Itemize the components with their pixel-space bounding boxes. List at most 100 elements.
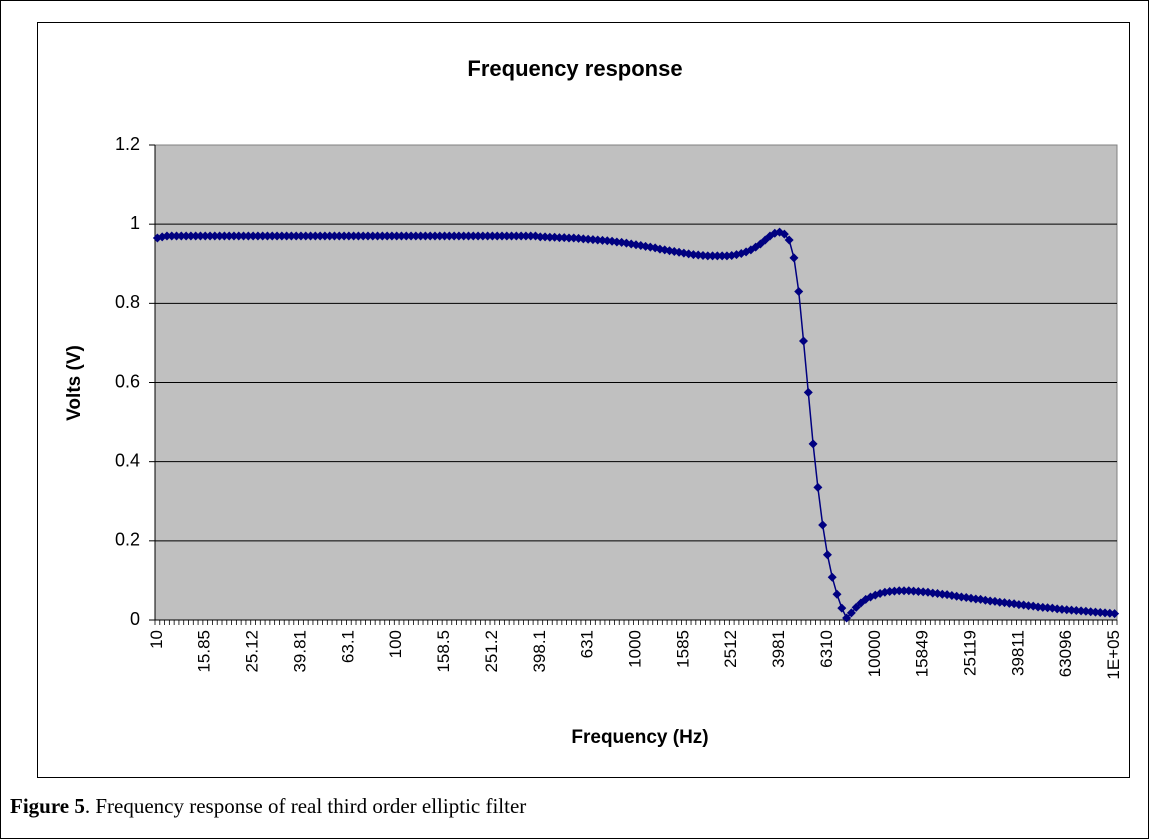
data-point	[411, 231, 421, 241]
data-point	[200, 231, 210, 241]
data-point	[478, 231, 488, 241]
y-tick-label: 0.2	[115, 530, 140, 550]
data-point	[186, 231, 196, 241]
data-point	[286, 231, 296, 241]
data-point	[554, 233, 564, 243]
data-point	[688, 250, 698, 260]
data-point	[339, 231, 349, 241]
data-point	[454, 231, 464, 241]
data-point	[353, 231, 363, 241]
data-point	[420, 231, 430, 241]
data-point	[487, 231, 497, 241]
data-point	[296, 231, 306, 241]
data-point	[899, 586, 909, 596]
x-tick-label: 158.5	[434, 630, 453, 673]
data-point	[195, 231, 205, 241]
data-point	[526, 231, 536, 241]
data-point	[712, 251, 722, 261]
data-point	[344, 231, 354, 241]
data-point	[851, 602, 861, 612]
data-point	[468, 231, 478, 241]
data-point	[449, 231, 459, 241]
y-tick-label: 0.6	[115, 371, 140, 391]
data-point	[717, 251, 727, 261]
data-point	[310, 231, 320, 241]
caption-label: Figure 5	[10, 794, 85, 818]
x-tick-label: 6310	[817, 630, 836, 668]
data-point	[497, 231, 507, 241]
data-point	[396, 231, 406, 241]
data-point	[842, 613, 852, 623]
data-point	[291, 231, 301, 241]
data-point	[440, 231, 450, 241]
data-point	[368, 231, 378, 241]
x-tick-label: 39811	[1008, 630, 1027, 676]
data-point	[167, 231, 177, 241]
data-point	[416, 231, 426, 241]
x-tick-label: 251.2	[482, 630, 501, 673]
data-point	[267, 231, 277, 241]
data-point	[373, 231, 383, 241]
data-point	[382, 231, 392, 241]
x-tick-label: 63.1	[338, 630, 357, 663]
data-point	[224, 231, 234, 241]
data-point	[176, 231, 186, 241]
data-point	[837, 603, 847, 613]
x-tick-label: 2512	[721, 630, 740, 668]
x-tick-label: 15849	[913, 630, 932, 677]
data-point	[229, 231, 239, 241]
x-tick-label: 1E+05	[1104, 630, 1123, 680]
data-point	[430, 231, 440, 241]
data-point	[779, 229, 789, 239]
data-point	[516, 231, 526, 241]
data-point	[306, 231, 316, 241]
data-point	[492, 231, 502, 241]
data-point	[234, 231, 244, 241]
data-point	[262, 231, 272, 241]
y-axis-title: Volts (V)	[64, 345, 85, 421]
data-point	[258, 231, 268, 241]
data-point	[215, 231, 225, 241]
x-tick-label: 100	[386, 630, 405, 658]
x-tick-label: 25119	[961, 630, 980, 676]
data-point	[674, 247, 684, 257]
data-point	[813, 482, 823, 492]
data-point	[818, 520, 828, 530]
data-point	[799, 336, 809, 346]
data-point	[425, 231, 435, 241]
data-point	[277, 231, 287, 241]
data-point	[205, 231, 215, 241]
x-tick-label: 63096	[1056, 630, 1075, 677]
data-point	[363, 231, 373, 241]
x-axis-title: Frequency (Hz)	[571, 727, 708, 748]
x-tick-label: 1000	[625, 630, 644, 668]
data-point	[1110, 609, 1120, 619]
x-tick-label: 3981	[769, 630, 788, 668]
data-point	[329, 231, 339, 241]
caption-text: . Frequency response of real third order…	[85, 794, 526, 818]
data-point	[392, 231, 402, 241]
y-tick-label: 0.4	[115, 450, 140, 470]
data-point	[358, 231, 368, 241]
data-point	[502, 231, 512, 241]
x-tick-label: 15.85	[195, 630, 214, 673]
data-point	[301, 231, 311, 241]
data-point	[894, 586, 904, 596]
x-tick-label: 1585	[673, 630, 692, 668]
data-point	[473, 231, 483, 241]
data-point	[191, 231, 201, 241]
data-point	[794, 286, 804, 296]
data-point	[507, 231, 517, 241]
x-tick-label: 39.81	[290, 630, 309, 673]
data-point	[703, 251, 713, 261]
x-tick-label: 10	[147, 630, 166, 649]
data-point	[282, 231, 292, 241]
x-tick-label: 25.12	[243, 630, 262, 673]
data-point	[349, 231, 359, 241]
data-point	[181, 231, 191, 241]
data-point	[406, 231, 416, 241]
data-point	[315, 231, 325, 241]
data-point	[822, 550, 832, 560]
